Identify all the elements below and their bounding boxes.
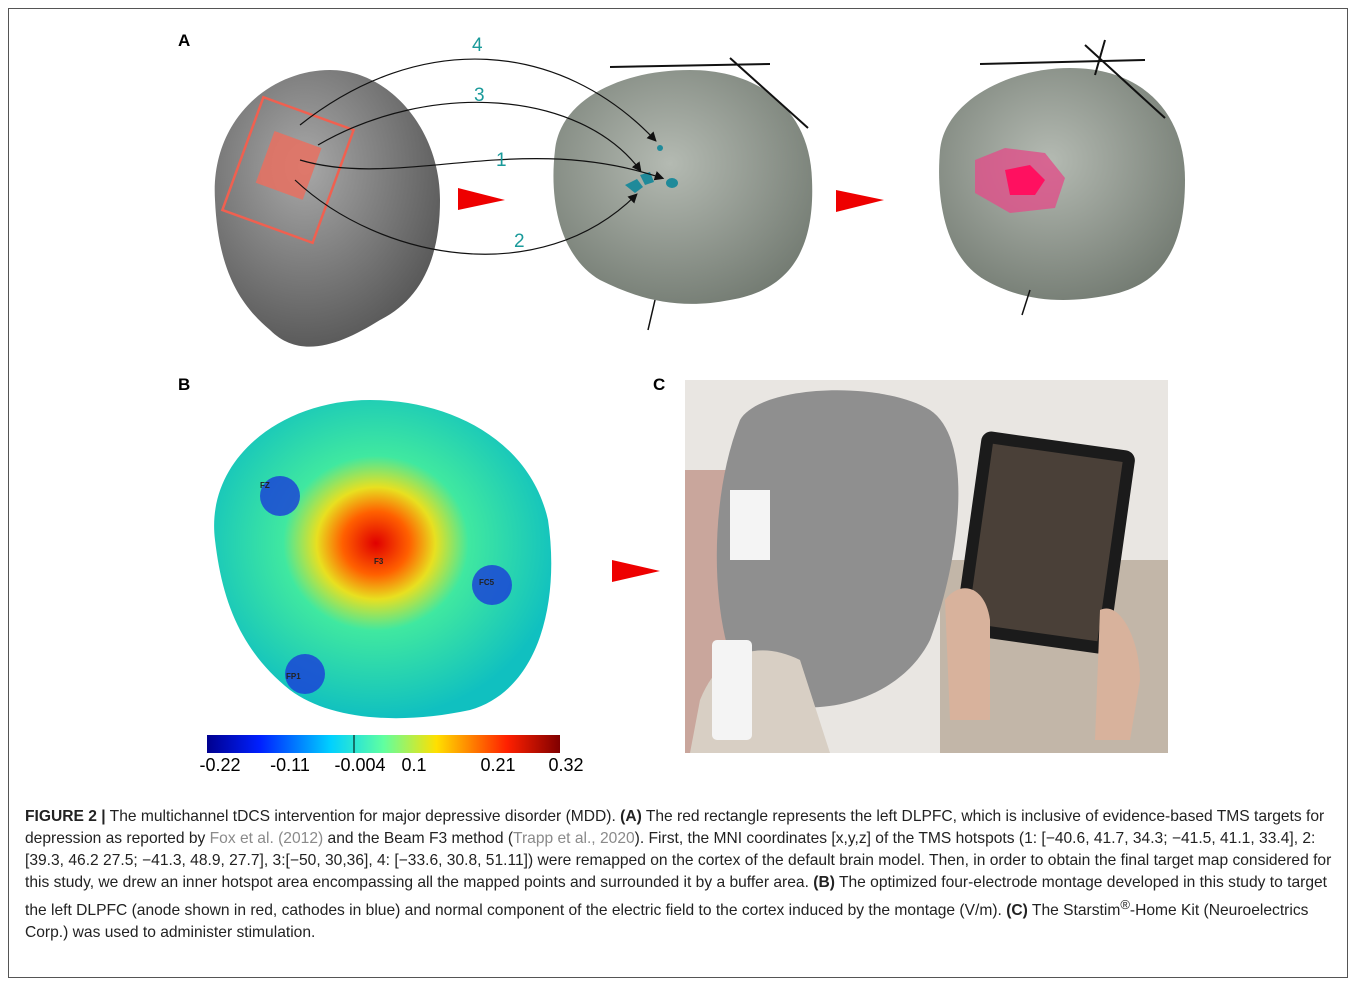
colorbar-tick-label: -0.22 bbox=[199, 755, 240, 775]
axis-line bbox=[980, 60, 1145, 64]
electrode-label: F3 bbox=[374, 557, 384, 566]
brain-image bbox=[553, 70, 812, 304]
colorbar-tick-label: -0.004 bbox=[334, 755, 385, 775]
figure-caption: FIGURE 2 | The multichannel tDCS interve… bbox=[25, 806, 1335, 944]
target-number: 4 bbox=[472, 35, 483, 56]
electrode-label: FZ bbox=[260, 481, 270, 490]
axis-line bbox=[1095, 40, 1105, 75]
target-number: 2 bbox=[514, 231, 525, 252]
caption-text: The Starstim bbox=[1028, 902, 1120, 919]
panel-label: B bbox=[178, 375, 190, 394]
target-number: 1 bbox=[496, 150, 507, 171]
colorbar-tick-label: 0.21 bbox=[480, 755, 515, 775]
citation-link[interactable]: Trapp et al., 2020 bbox=[513, 830, 635, 847]
axis-line bbox=[648, 300, 655, 330]
panel-label: A bbox=[178, 31, 190, 50]
electrode-label: FP1 bbox=[286, 672, 301, 681]
caption-text: (A) bbox=[620, 808, 642, 825]
flow-arrow bbox=[836, 190, 884, 212]
caption-text: FIGURE 2 | bbox=[25, 808, 106, 825]
colorbar-tick-label: 0.32 bbox=[548, 755, 583, 775]
brain-image bbox=[215, 70, 440, 347]
photo bbox=[685, 380, 1168, 753]
electrode-label: FC5 bbox=[479, 578, 495, 587]
citation-link[interactable]: Fox et al. (2012) bbox=[210, 830, 324, 847]
caption-text: ® bbox=[1120, 897, 1130, 912]
caption-text: and the Beam F3 method ( bbox=[323, 830, 513, 847]
caption-text: (B) bbox=[813, 874, 835, 891]
panel-label: C bbox=[653, 375, 665, 394]
flow-arrow bbox=[612, 560, 660, 582]
colorbar-tick-label: 0.1 bbox=[401, 755, 426, 775]
page: { "panels": { "A": {"label": "A", "arrow… bbox=[0, 0, 1358, 988]
colorbar-tick-label: -0.11 bbox=[270, 755, 310, 775]
colorbar bbox=[207, 735, 560, 753]
target-number: 3 bbox=[474, 85, 485, 106]
figure: A 4 3 1 2 B FZ F3 FC5 FP1 -0.22 -0.11 -0.0… bbox=[0, 0, 1358, 800]
caption-text: (C) bbox=[1006, 902, 1028, 919]
caption-text: The multichannel tDCS intervention for m… bbox=[106, 808, 621, 825]
axis-line bbox=[610, 64, 770, 67]
flow-arrow bbox=[458, 188, 505, 210]
